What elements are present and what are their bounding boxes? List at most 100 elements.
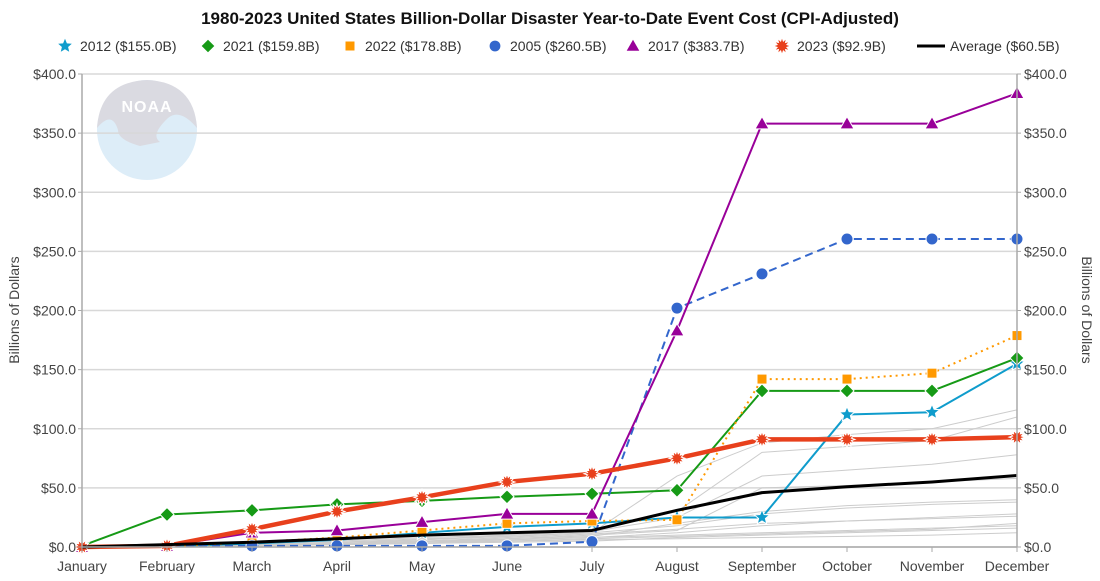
x-tick-label: October <box>822 558 872 574</box>
x-tick-label: March <box>233 558 272 574</box>
burst-marker <box>497 472 517 492</box>
diamond-marker <box>244 502 260 519</box>
burst-marker <box>922 429 942 449</box>
legend-item: 2017 ($383.7B) <box>626 38 745 54</box>
square-marker <box>345 41 355 51</box>
legend-item: 2012 ($155.0B) <box>58 38 177 54</box>
triangle-marker <box>329 522 345 537</box>
x-tick-label: December <box>985 558 1050 574</box>
y-tick-label-right: $50.0 <box>1024 480 1059 496</box>
y-tick-label-left: $400.0 <box>33 66 76 82</box>
circle-marker <box>585 535 599 549</box>
diamond-marker <box>754 383 770 399</box>
diamond-marker <box>159 506 175 523</box>
x-tick-label: July <box>580 558 605 574</box>
diamond-marker <box>201 39 215 53</box>
chart-title: 1980-2023 United States Billion-Dollar D… <box>201 9 899 28</box>
x-tick-label: January <box>57 558 107 574</box>
square-marker <box>926 367 938 379</box>
triangle-marker <box>754 115 770 130</box>
triangle-marker <box>669 322 685 337</box>
square-marker <box>756 373 768 385</box>
triangle-marker <box>924 115 940 130</box>
circle-marker <box>925 232 939 246</box>
y-axis-title-right: Billions of Dollars <box>1079 256 1095 363</box>
legend-label: 2012 ($155.0B) <box>80 38 177 54</box>
square-marker <box>841 373 853 385</box>
legend-label: 2005 ($260.5B) <box>510 38 607 54</box>
series-2012 <box>73 354 1026 555</box>
y-tick-label-left: $50.0 <box>41 480 76 496</box>
star-marker <box>923 402 941 420</box>
circle-marker <box>489 40 501 52</box>
y-tick-label-left: $350.0 <box>33 125 76 141</box>
legend-label: 2017 ($383.7B) <box>648 38 745 54</box>
legend: 2012 ($155.0B) 2021 ($159.8B) 2022 ($178.8… <box>58 38 1059 54</box>
legend-item: 2023 ($92.9B) <box>774 38 886 54</box>
x-tick-label: May <box>409 558 435 574</box>
legend-label: 2023 ($92.9B) <box>797 38 886 54</box>
burst-marker <box>242 519 262 539</box>
square-marker <box>501 517 513 529</box>
series-line <box>81 357 1018 547</box>
y-tick-label-right: $250.0 <box>1024 243 1067 259</box>
legend-label: Average ($60.5B) <box>950 38 1059 54</box>
diamond-marker <box>584 486 600 502</box>
y-tick-label-left: $150.0 <box>33 362 76 378</box>
legend-item: 2005 ($260.5B) <box>489 38 607 54</box>
triangle-marker <box>626 39 640 51</box>
series-line <box>81 92 1018 548</box>
diamond-marker <box>499 489 515 505</box>
burst-marker <box>774 38 790 54</box>
axes: $0.0 $0.0 $50.0 $50.0 $100.0 $100.0 $150.0 $150… <box>33 66 1067 574</box>
legend-item: 2022 ($178.8B) <box>345 38 462 54</box>
burst-marker <box>752 429 772 449</box>
burst-marker <box>667 448 687 468</box>
y-tick-label-right: $300.0 <box>1024 184 1067 200</box>
star-marker <box>753 508 771 525</box>
legend-label: 2021 ($159.8B) <box>223 38 320 54</box>
diamond-marker <box>839 383 855 399</box>
legend-label: 2022 ($178.8B) <box>365 38 462 54</box>
series-2023 <box>72 427 1027 557</box>
triangle-marker <box>414 514 430 528</box>
series-2005 <box>75 232 1024 554</box>
y-tick-label-right: $350.0 <box>1024 125 1067 141</box>
y-tick-label-left: $300.0 <box>33 184 76 200</box>
series-line <box>81 473 1018 549</box>
triangle-marker <box>584 505 600 520</box>
y-tick-label-left: $100.0 <box>33 421 76 437</box>
series-lines <box>72 85 1027 557</box>
burst-marker <box>412 487 432 507</box>
svg-text:NOAA: NOAA <box>121 99 172 116</box>
x-tick-label: August <box>655 558 699 574</box>
burst-marker <box>327 501 347 522</box>
x-tick-label: April <box>323 558 351 574</box>
x-tick-label: November <box>900 558 965 574</box>
y-tick-label-right: $150.0 <box>1024 362 1067 378</box>
burst-marker <box>582 464 602 484</box>
y-tick-label-left: $200.0 <box>33 303 76 319</box>
x-tick-label: June <box>492 558 523 574</box>
circle-marker <box>755 267 769 281</box>
y-tick-label-left: $250.0 <box>33 243 76 259</box>
diamond-marker <box>924 383 940 399</box>
triangle-marker <box>839 115 855 130</box>
y-tick-label-right: $0.0 <box>1024 539 1051 555</box>
series-average <box>81 473 1018 549</box>
y-tick-label-right: $400.0 <box>1024 66 1067 82</box>
series-line <box>81 334 1018 548</box>
star-marker <box>58 38 72 52</box>
circle-marker <box>670 301 684 315</box>
legend-item: Average ($60.5B) <box>917 38 1059 54</box>
star-marker <box>838 405 856 423</box>
y-tick-label-right: $100.0 <box>1024 421 1067 437</box>
y-axis-title-left: Billions of Dollars <box>6 256 22 363</box>
burst-marker <box>837 429 857 449</box>
diamond-marker <box>669 482 685 498</box>
y-tick-label-left: $0.0 <box>49 539 76 555</box>
square-marker <box>671 514 683 526</box>
x-tick-label: September <box>728 558 797 574</box>
circle-marker <box>840 232 854 246</box>
